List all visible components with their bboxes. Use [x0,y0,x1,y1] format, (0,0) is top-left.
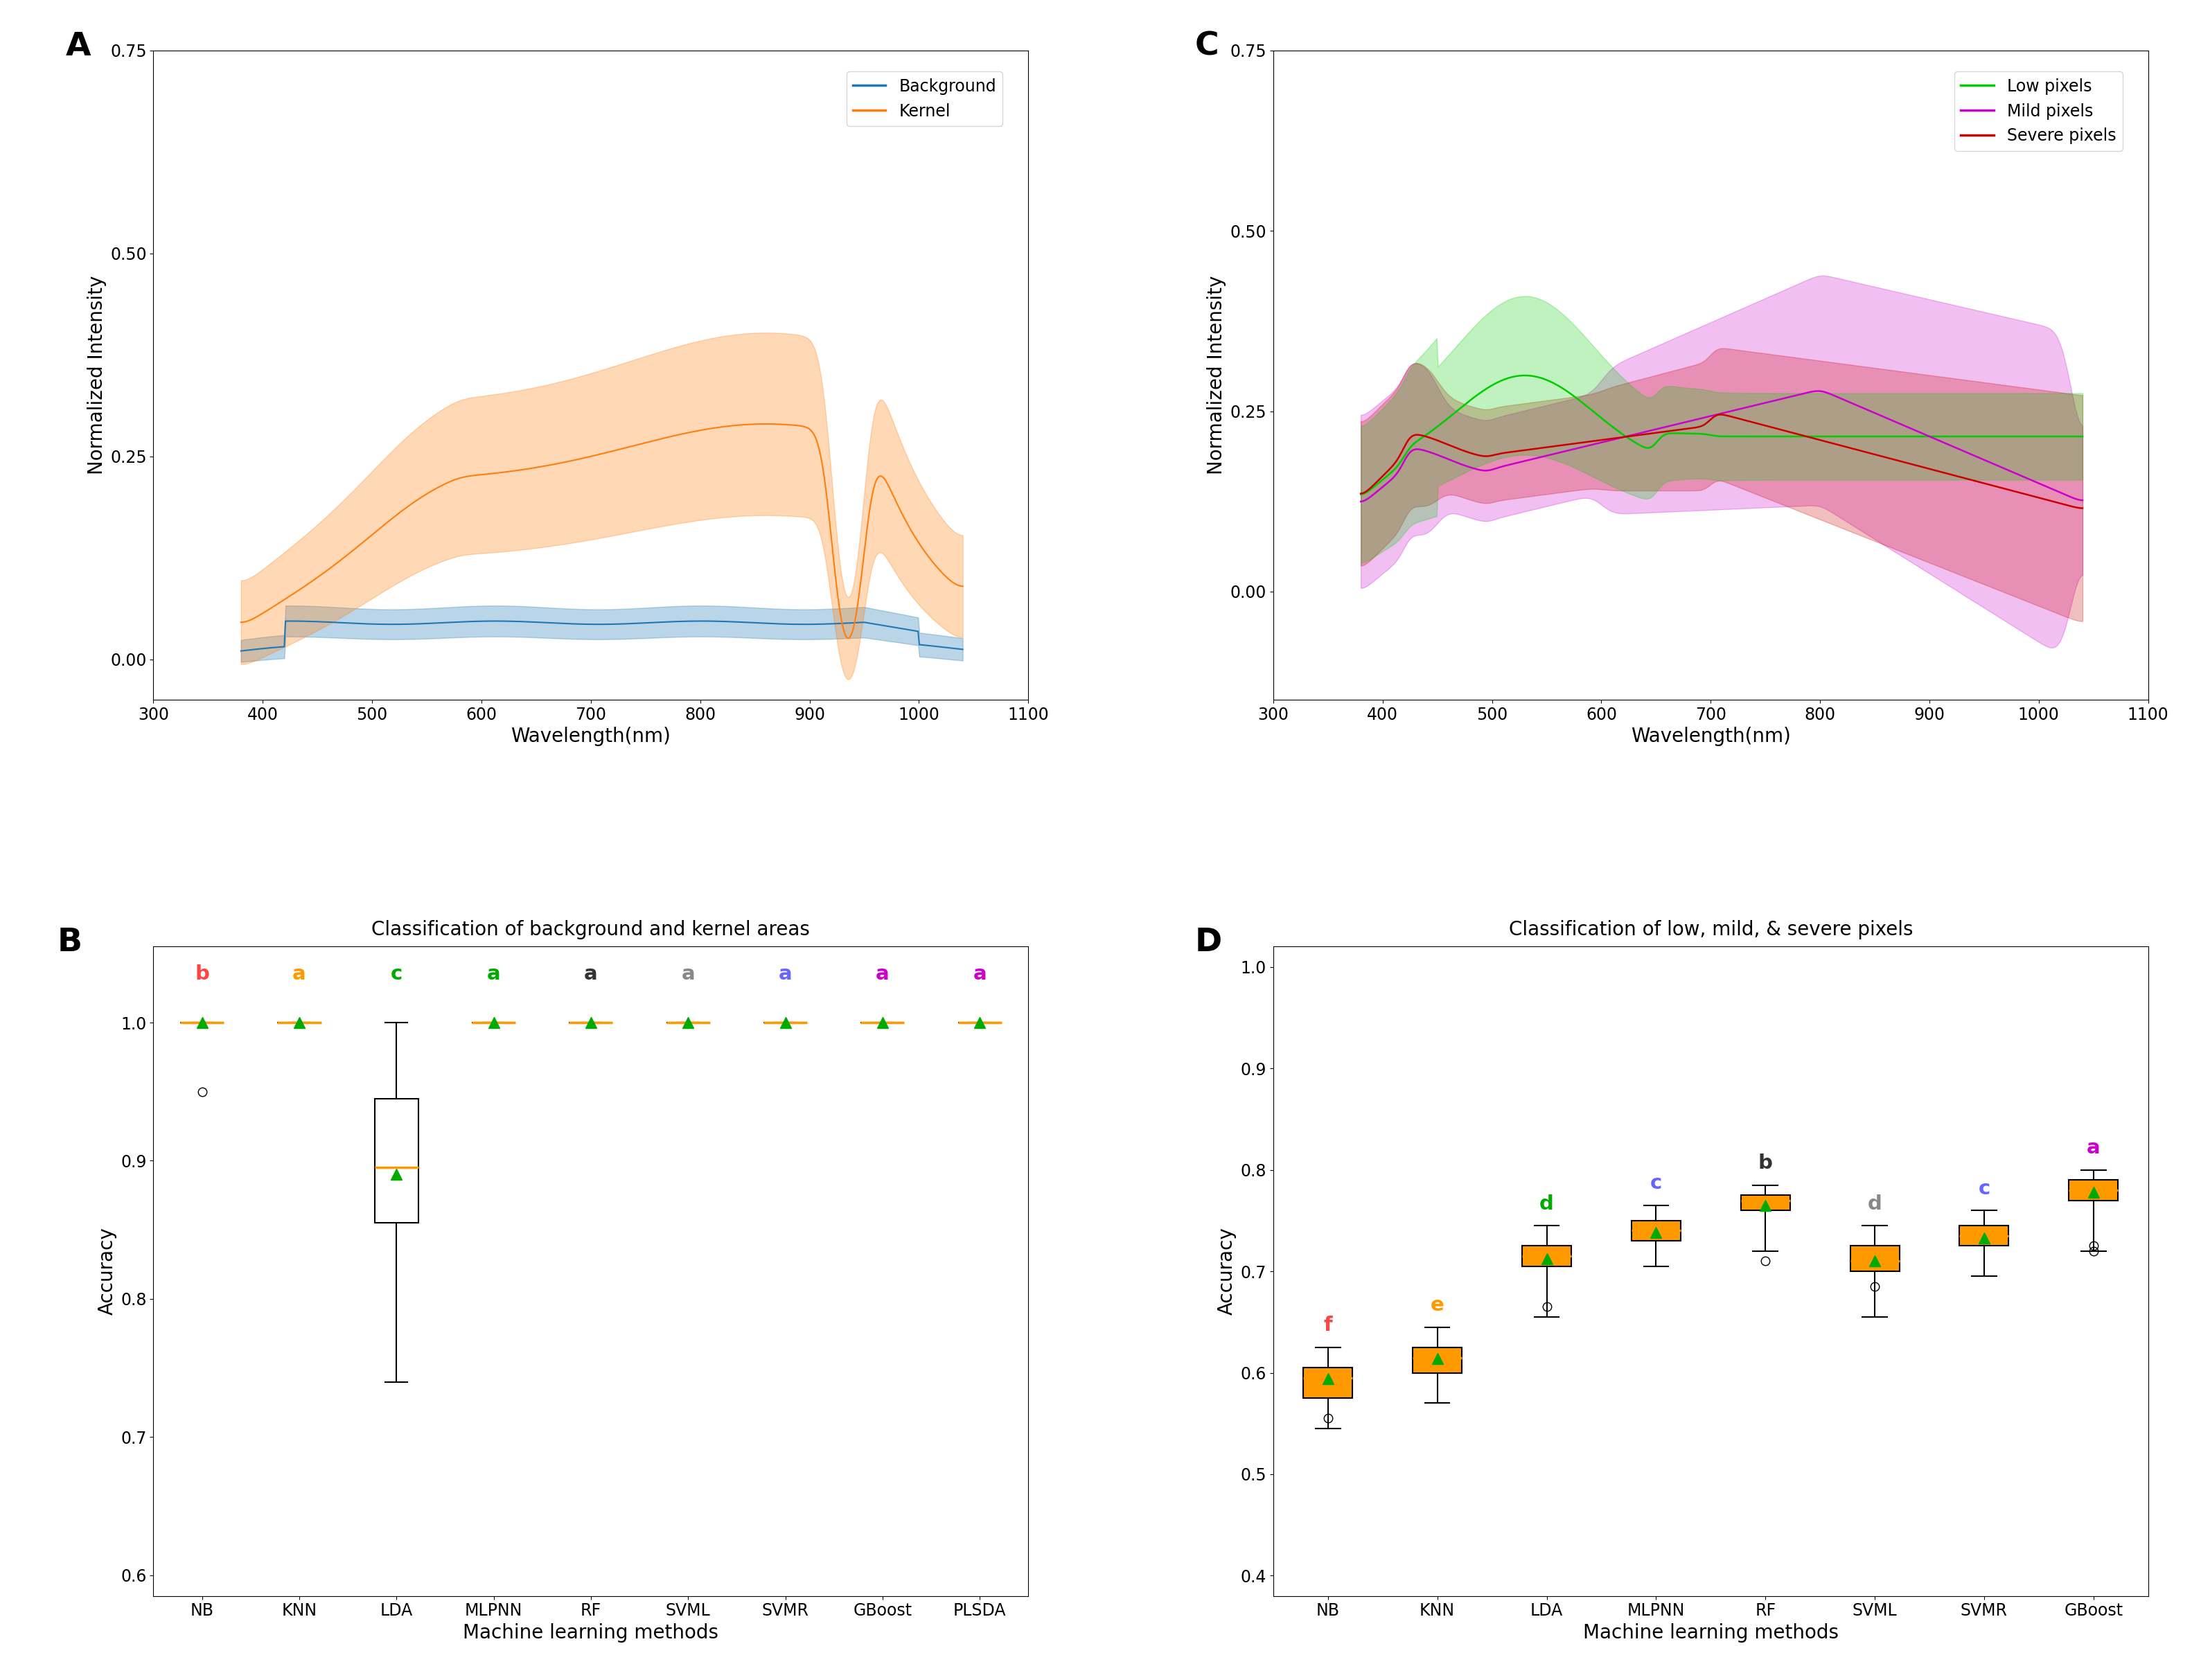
Text: c: c [1651,1174,1662,1193]
Y-axis label: Accuracy: Accuracy [96,1228,116,1315]
PathPatch shape [375,1099,419,1223]
Text: a: a [778,964,791,984]
Text: c: c [390,964,403,984]
Legend: Low pixels, Mild pixels, Severe pixels: Low pixels, Mild pixels, Severe pixels [1955,72,2122,151]
PathPatch shape [1960,1226,2008,1247]
Text: b: b [195,964,208,984]
Text: b: b [1758,1154,1773,1173]
PathPatch shape [1412,1347,1462,1373]
Text: a: a [583,964,598,984]
Text: e: e [1431,1295,1445,1315]
Text: A: A [66,30,92,62]
X-axis label: Wavelength(nm): Wavelength(nm) [511,727,671,746]
Text: a: a [2087,1139,2100,1158]
Y-axis label: Normalized Intensity: Normalized Intensity [1208,276,1225,475]
Text: d: d [1539,1194,1554,1213]
Y-axis label: Normalized Intensity: Normalized Intensity [88,276,107,475]
Text: B: B [57,927,83,958]
Text: a: a [487,964,500,984]
X-axis label: Machine learning methods: Machine learning methods [463,1623,719,1643]
Text: a: a [877,964,890,984]
Text: c: c [1977,1179,1990,1198]
X-axis label: Wavelength(nm): Wavelength(nm) [1631,727,1791,746]
Y-axis label: Accuracy: Accuracy [1217,1228,1236,1315]
PathPatch shape [1740,1194,1791,1210]
PathPatch shape [1631,1221,1681,1242]
Text: D: D [1195,927,1221,958]
Text: a: a [682,964,695,984]
Title: Classification of background and kernel areas: Classification of background and kernel … [373,921,811,939]
Text: a: a [973,964,986,984]
PathPatch shape [1304,1368,1352,1398]
X-axis label: Machine learning methods: Machine learning methods [1583,1623,1839,1643]
Text: C: C [1195,30,1219,62]
Title: Classification of low, mild, & severe pixels: Classification of low, mild, & severe pi… [1508,921,1914,939]
Legend: Background, Kernel: Background, Kernel [846,72,1002,126]
PathPatch shape [2069,1179,2117,1200]
PathPatch shape [1521,1247,1572,1267]
PathPatch shape [1850,1247,1898,1272]
Text: f: f [1324,1315,1333,1336]
Text: a: a [292,964,307,984]
Text: d: d [1868,1194,1883,1213]
